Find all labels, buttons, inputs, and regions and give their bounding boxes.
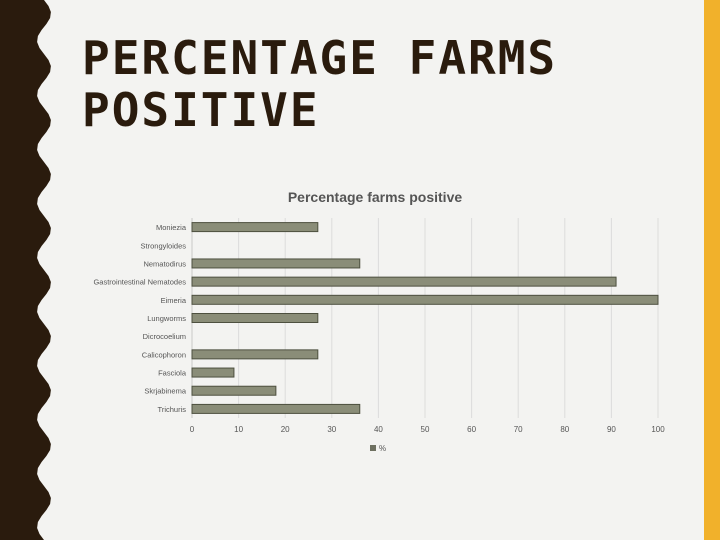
x-tick-labels: 0 10 20 30 40 50 60 70 80 90 100 xyxy=(190,425,665,434)
x-tick-label: 40 xyxy=(374,425,383,434)
decorative-left-band xyxy=(0,0,51,540)
bar xyxy=(191,403,361,414)
bar xyxy=(191,222,319,233)
category-label: Eimeria xyxy=(161,296,187,305)
category-label: Strongyloides xyxy=(141,241,187,250)
accent-right-band xyxy=(704,0,720,540)
legend-label: % xyxy=(379,444,386,453)
x-tick-label: 50 xyxy=(421,425,430,434)
x-tick-label: 0 xyxy=(190,425,195,434)
category-label: Skrjabinema xyxy=(144,387,187,396)
category-labels: Moniezia Strongyloides Nematodirus Gastroin… xyxy=(93,223,186,414)
bar xyxy=(191,258,361,269)
x-tick-label: 20 xyxy=(281,425,290,434)
x-tick-label: 30 xyxy=(327,425,336,434)
bar xyxy=(191,313,319,323)
category-label: Dicrocoelium xyxy=(143,332,186,341)
x-tick-label: 60 xyxy=(467,425,476,434)
slide-title-line-2: POSITIVE xyxy=(82,83,320,137)
grid-layer xyxy=(191,218,659,418)
bar xyxy=(191,385,277,396)
x-tick-label: 80 xyxy=(560,425,569,434)
legend-swatch xyxy=(370,445,376,451)
category-label: Gastrointestinal Nematodes xyxy=(93,278,186,287)
category-label: Lungworms xyxy=(147,314,186,323)
legend: % xyxy=(370,444,386,453)
category-label: Trichuris xyxy=(158,405,187,414)
x-tick-label: 70 xyxy=(514,425,523,434)
category-label: Nematodirus xyxy=(143,259,186,268)
slide-title-line-1: PERCENTAGE FARMS xyxy=(82,31,558,85)
category-label: Calicophoron xyxy=(142,350,186,359)
bar xyxy=(191,367,235,378)
bar xyxy=(191,276,617,287)
category-label: Moniezia xyxy=(156,223,187,232)
bar xyxy=(191,349,319,360)
chart-title: Percentage farms positive xyxy=(288,189,463,205)
x-tick-label: 90 xyxy=(607,425,616,434)
x-tick-label: 10 xyxy=(234,425,243,434)
bars-layer xyxy=(191,222,659,414)
wavy-band-shape xyxy=(0,0,51,540)
category-label: Fasciola xyxy=(158,369,187,378)
slide-title: PERCENTAGE FARMS POSITIVE xyxy=(82,32,642,136)
bar-chart: Percentage farms positive Moniezia Strong… xyxy=(93,189,665,453)
x-tick-label: 100 xyxy=(651,425,665,434)
bar xyxy=(191,294,659,305)
